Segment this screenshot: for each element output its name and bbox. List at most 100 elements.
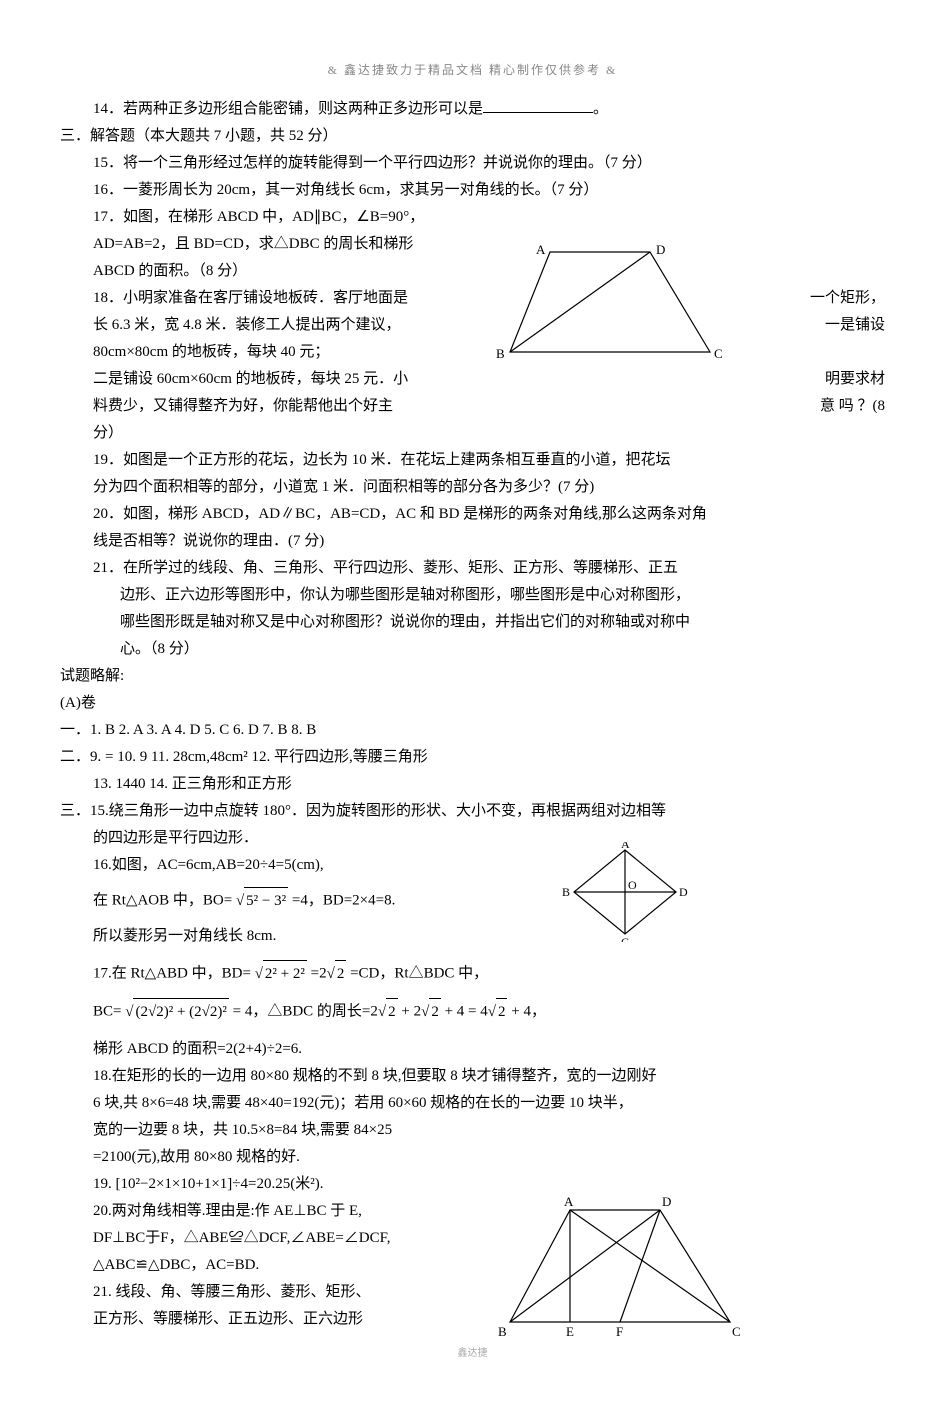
q14: 14．若两种正多边形组合能密铺，则这两种正多边形可以是 。 [60,96,885,123]
sqrt-icon: √2 [488,998,508,1026]
q17-l3: ABCD 的面积。（8 分） [60,258,885,285]
s18-l3: 宽的一边要 8 块，共 10.5×8=84 块,需要 84×25 [60,1117,885,1144]
section3-title: 三．解答题（本大题共 7 小题，共 52 分） [60,123,885,150]
q18-l4: 二是铺设 60cm×60cm 的地板砖，每块 25 元．小 明要求材 [60,366,885,393]
figure-trapezoid-diagonals: A D B C E F [490,1192,750,1342]
s21-l2: 正方形、等腰梯形、正五边形、正六边形 [60,1306,885,1333]
q16: 16．一菱形周长为 20cm，其一对角线长 6cm，求其另一对角线的长。（7 分… [60,177,885,204]
q18-l5-left: 料费少，又铺得整齐为好，你能帮他出个好主 [93,398,393,414]
q14-blank [483,97,593,113]
q20-l2: 线是否相等？说说你的理由．(7 分) [60,528,885,555]
s18-l2: 6 块,共 8×6=48 块,需要 48×40=192(元)；若用 60×60 … [60,1090,885,1117]
s16-l1: 16.如图，AC=6cm,AB=20÷4=5(cm), [60,852,885,879]
q18-l4-right: 明要求材 [825,366,885,393]
s17-l1-b: =2 [311,965,327,981]
sec2-answers-2: 13. 1440 14. 正三角形和正方形 [60,771,885,798]
s17-l3: 梯形 ABCD 的面积=2(2+4)÷2=6. [60,1036,885,1063]
s20-l3: △ABC≌△DBC，AC=BD. [60,1252,885,1279]
s20-s21-block: 20.两对角线相等.理由是:作 AE⊥BC 于 E, DF⊥BC于F，△ABE≌… [60,1198,885,1333]
s16-block: 16.如图，AC=6cm,AB=20÷4=5(cm), 在 Rt△AOB 中，B… [60,852,885,950]
page: & 鑫达捷致力于精品文档 精心制作仅供参考 & 14．若两种正多边形组合能密铺，… [0,0,945,1403]
svg-text:C: C [732,1324,741,1339]
q19-l1: 19．如图是一个正方形的花坛，边长为 10 米．在花坛上建两条相互垂直的小道，把… [60,447,885,474]
s17-l2-a: BC= [93,1003,121,1019]
q18-l2-right: 一是铺设 [825,312,885,339]
s17-l2: BC= √(2√2)² + (2√2)² = 4，△BDC 的周长=2√2 + … [60,998,885,1026]
s17-rad1b: 2 [335,960,347,988]
svg-text:B: B [498,1324,507,1339]
q18-l2-left: 长 6.3 米，宽 4.8 米．装修工人提出两个建议， [93,317,401,333]
q21-l1: 21．在所学过的线段、角、三角形、平行四边形、菱形、矩形、正方形、等腰梯形、正五 [60,555,885,582]
svg-text:O: O [628,878,637,892]
sqrt-icon: √5² − 3² [236,887,288,915]
header-symbol-right: & [606,63,617,77]
svg-text:B: B [562,885,570,899]
header-symbol-left: & [328,63,339,77]
q21-l3: 哪些图形既是轴对称又是中心对称图形？说说你的理由，并指出它们的对称轴或对称中 [60,609,885,636]
svg-text:A: A [621,842,630,851]
volume-a: (A)卷 [60,690,885,717]
s17-rad2: (2√2)² + (2√2)² [133,998,228,1026]
q17-l2: AD=AB=2，且 BD=CD，求△DBC 的周长和梯形 [60,231,885,258]
svg-text:C: C [714,346,723,361]
q21-l4: 心。（8 分） [60,636,885,663]
s20-l2: DF⊥BC于F，△ABE≌△DCF,∠ABE=∠DCF, [60,1225,885,1252]
s15-l1: 三．15.绕三角形一边中点旋转 180°．因为旋转图形的形状、大小不变，再根据两… [60,798,885,825]
s18-l4: =2100(元),故用 80×80 规格的好. [60,1144,885,1171]
svg-text:B: B [496,346,505,361]
s15-l2: 的四边形是平行四边形． [60,825,885,852]
q18-l2: 长 6.3 米，宽 4.8 米．装修工人提出两个建议， 一是铺设 [60,312,885,339]
s17-rad2d: 2 [496,998,508,1026]
svg-text:F: F [616,1324,623,1339]
q19-l2: 分为四个面积相等的部分，小道宽 1 米．问面积相等的部分各为多少？(7 分) [60,474,885,501]
sqrt-icon: √(2√2)² + (2√2)² [125,998,229,1026]
solutions-title: 试题略解: [60,663,885,690]
s17-l1-a: 17.在 Rt△ABD 中，BD= [93,965,251,981]
svg-text:D: D [679,885,688,899]
s17-l2-c: + 2 [401,1003,421,1019]
q18-l1-left: 18．小明家准备在客厅铺设地板砖．客厅地面是 [93,290,408,306]
s17-l1-c: =CD，Rt△BDC 中， [350,965,488,981]
figure-trapezoid-abcd: A D B C [490,232,730,372]
sqrt-icon: √2 [378,998,398,1026]
sqrt-icon: √2 [421,998,441,1026]
q18-l1: 18．小明家准备在客厅铺设地板砖．客厅地面是 一个矩形， [60,285,885,312]
s17-l2-e: + 4， [511,1003,546,1019]
q18-l4-left: 二是铺设 60cm×60cm 的地板砖，每块 25 元．小 [93,371,408,387]
s16-l2-a: 在 Rt△AOB 中，BO= [93,892,232,908]
sec1-answers: 一．1. B 2. A 3. A 4. D 5. C 6. D 7. B 8. … [60,717,885,744]
q14-text-a: 14．若两种正多边形组合能密铺，则这两种正多边形可以是 [93,101,483,117]
svg-text:E: E [566,1324,574,1339]
q18-l6: 分） [60,420,885,447]
s17-rad2b: 2 [386,998,398,1026]
q18-l3: 80cm×80cm 的地板砖，每块 40 元； [60,339,885,366]
q18-l1-right: 一个矩形， [810,285,885,312]
svg-text:A: A [564,1194,574,1209]
q14-text-b: 。 [593,101,608,117]
s20-l1: 20.两对角线相等.理由是:作 AE⊥BC 于 E, [60,1198,885,1225]
s17-l2-d: + 4 = 4 [445,1003,488,1019]
footer: 鑫达捷 [60,1345,885,1363]
s17-l1: 17.在 Rt△ABD 中，BD= √2² + 2² =2√2 =CD，Rt△B… [60,960,885,988]
q21-l2: 边形、正六边形等图形中，你认为哪些图形是轴对称图形，哪些图形是中心对称图形， [60,582,885,609]
figure-rhombus-abcd: A B C D O [560,842,690,942]
q18-l5: 料费少，又铺得整齐为好，你能帮他出个好主 意 吗 ？(8 [60,393,885,420]
s17-l2-b: = 4，△BDC 的周长=2 [233,1003,378,1019]
s17-rad2c: 2 [429,998,441,1026]
svg-text:D: D [662,1194,671,1209]
q17-q18-block: 17．如图，在梯形 ABCD 中，AD∥BC，∠B=90°， AD=AB=2，且… [60,204,885,447]
s19: 19. [10²−2×1×10+1×1]÷4=20.25(米²). [60,1171,885,1198]
sqrt-icon: √2 [327,960,347,988]
s16-l3: 所以菱形另一对角线长 8cm. [60,923,885,950]
sqrt-icon: √2² + 2² [255,960,307,988]
q18-l5-right: 意 吗 ？(8 [820,393,885,420]
q20-l1: 20．如图，梯形 ABCD，AD∥BC，AB=CD，AC 和 BD 是梯形的两条… [60,501,885,528]
svg-text:C: C [621,935,629,942]
header-text: 鑫达捷致力于精品文档 精心制作仅供参考 [344,63,601,77]
s21-l1: 21. 线段、角、等腰三角形、菱形、矩形、 [60,1279,885,1306]
q15: 15．将一个三角形经过怎样的旋转能得到一个平行四边形？并说说你的理由。（7 分） [60,150,885,177]
svg-text:A: A [536,242,546,257]
q17-l1: 17．如图，在梯形 ABCD 中，AD∥BC，∠B=90°， [60,204,885,231]
header: & 鑫达捷致力于精品文档 精心制作仅供参考 & [60,60,885,82]
svg-text:D: D [656,242,665,257]
